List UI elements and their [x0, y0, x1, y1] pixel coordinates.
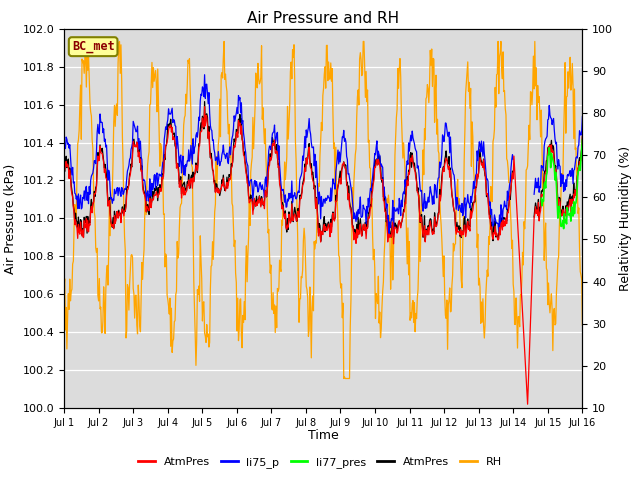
RH [204, 334, 211, 340]
RH [387, 256, 395, 262]
li75_p [60, 145, 68, 151]
li77_pres [579, 137, 586, 143]
li75_p [579, 114, 586, 120]
RH [116, 38, 124, 44]
Line: AtmPres: AtmPres [64, 102, 582, 241]
AtmPres [70, 203, 77, 209]
AtmPres [201, 104, 209, 109]
RH [403, 233, 410, 239]
Title: Air Pressure and RH: Air Pressure and RH [247, 11, 399, 26]
AtmPres [386, 228, 394, 234]
AtmPres [123, 192, 131, 198]
RH [176, 204, 184, 210]
RH [60, 286, 68, 291]
li75_p [401, 177, 409, 182]
Text: BC_met: BC_met [72, 40, 115, 53]
RH [340, 376, 348, 382]
Line: AtmPres: AtmPres [64, 107, 582, 404]
AtmPres [175, 181, 183, 187]
Y-axis label: Air Pressure (kPa): Air Pressure (kPa) [4, 163, 17, 274]
AtmPres [204, 122, 211, 128]
AtmPres [123, 185, 131, 191]
AtmPres [203, 111, 211, 117]
AtmPres [70, 204, 77, 210]
li75_p [175, 164, 183, 169]
AtmPres [402, 201, 410, 206]
AtmPres [175, 184, 183, 190]
AtmPres [579, 133, 586, 139]
AtmPres [387, 234, 394, 240]
li75_p [386, 219, 394, 225]
AtmPres [579, 133, 586, 139]
AtmPres [60, 161, 68, 167]
li75_p [123, 175, 131, 181]
X-axis label: Time: Time [308, 429, 339, 442]
RH [579, 322, 586, 328]
Line: li75_p: li75_p [64, 75, 582, 235]
AtmPres [524, 401, 531, 407]
AtmPres [60, 166, 68, 171]
Legend: AtmPres, li75_p, li77_pres, AtmPres, RH: AtmPres, li75_p, li77_pres, AtmPres, RH [134, 452, 506, 472]
RH [70, 258, 77, 264]
Y-axis label: Relativity Humidity (%): Relativity Humidity (%) [619, 146, 632, 291]
Line: li77_pres: li77_pres [541, 140, 582, 228]
li75_p [70, 180, 77, 186]
Line: RH: RH [64, 41, 582, 379]
RH [124, 282, 131, 288]
AtmPres [401, 197, 409, 203]
li75_p [203, 81, 211, 87]
